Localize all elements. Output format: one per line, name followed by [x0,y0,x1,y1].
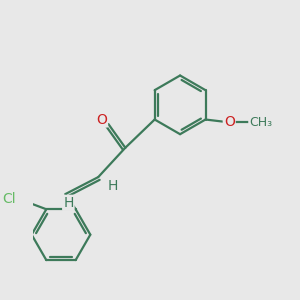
Text: O: O [96,112,107,127]
Text: CH₃: CH₃ [249,116,272,129]
Text: O: O [224,115,235,129]
Text: H: H [63,196,74,210]
Text: Cl: Cl [2,192,16,206]
Text: H: H [107,179,118,193]
